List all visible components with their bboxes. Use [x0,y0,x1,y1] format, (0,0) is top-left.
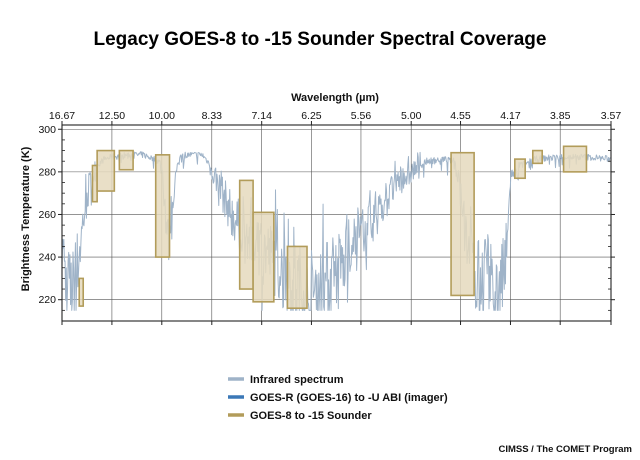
x-tick-label: 3.85 [550,110,571,122]
y-axis-label: Brightness Temperature (K) [20,146,32,291]
sounder-channels-series [78,145,588,310]
x-tick-label: 6.25 [301,110,322,122]
x-tick-label: 5.00 [401,110,422,122]
y-axis-ticks: 220 240 260 280 300 [38,124,615,311]
sounder-channel-3 [96,149,116,192]
x-tick-label: 4.17 [500,110,521,122]
sounder-channel-1 [78,277,85,307]
x-axis-label: Wavelength (µm) [291,92,379,104]
legend-label-infrared: Infrared spectrum [250,374,344,386]
legend-label-abi: GOES-R (GOES-16) to -U ABI (imager) [250,392,448,404]
sounder-channel-9 [450,151,475,297]
x-tick-label: 10.00 [149,110,175,122]
plot-frame [61,124,612,322]
sounder-channel-4 [118,149,134,171]
chart-title: Legacy GOES-8 to -15 Sounder Spectral Co… [94,29,547,50]
sounder-channel-7 [252,211,275,303]
x-tick-label: 12.50 [99,110,125,122]
legend: Infrared spectrum GOES-R (GOES-16) to -U… [228,374,448,422]
y-tick-label: 220 [38,294,56,306]
sounder-channel-12 [562,145,588,173]
sounder-channel-10 [514,158,526,180]
credit-text: CIMSS / The COMET Program [498,444,632,455]
x-axis-ticks: 16.67 12.50 10.00 8.33 7.14 6.25 5.56 5.00 4.55 4… [49,110,622,325]
y-tick-label: 240 [38,252,56,264]
y-tick-label: 260 [38,209,56,221]
y-tick-label: 300 [38,124,56,136]
sounder-channel-11 [531,149,543,165]
x-tick-label: 5.56 [351,110,372,122]
sounder-channel-8 [286,245,308,310]
sounder-channel-5 [154,154,171,258]
sounder-channel-6 [238,179,254,290]
legend-label-sounder: GOES-8 to -15 Sounder [250,410,372,422]
x-tick-label: 7.14 [251,110,272,122]
infrared-spectrum-series [61,151,612,311]
x-tick-label: 16.67 [49,110,75,122]
spectrum-line [61,151,612,311]
x-tick-label: 3.57 [601,110,622,122]
x-tick-label: 8.33 [202,110,223,122]
y-tick-label: 280 [38,166,56,178]
x-tick-label: 4.55 [450,110,471,122]
